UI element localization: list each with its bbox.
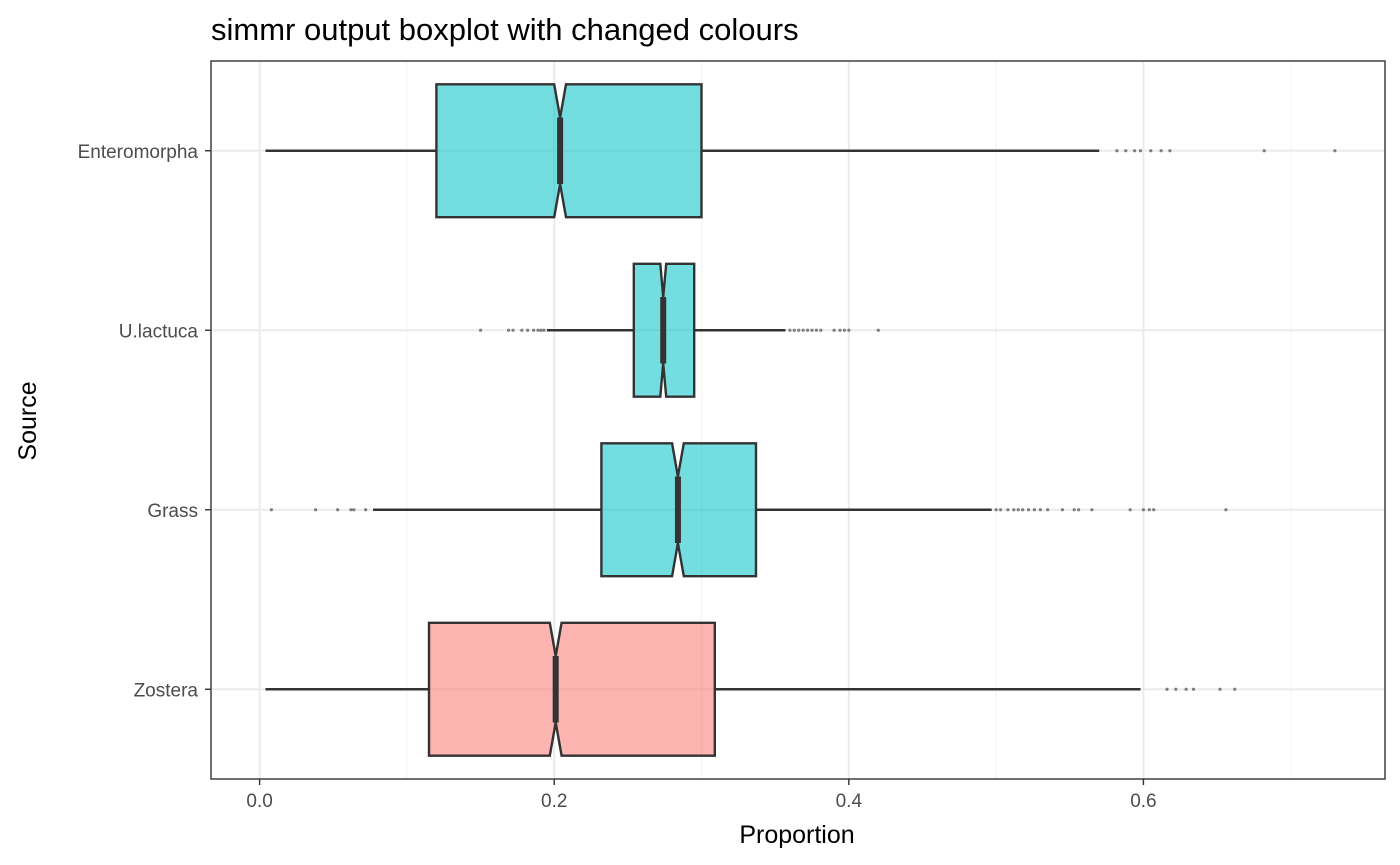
outlier-point (797, 328, 801, 332)
outlier-point (1191, 687, 1196, 691)
outlier-point (1168, 149, 1172, 153)
outlier-point (1132, 149, 1137, 153)
panel-background (211, 61, 1385, 779)
outlier-point (1333, 149, 1337, 153)
outlier-point (1032, 508, 1037, 512)
outlier-point (506, 328, 511, 332)
outlier-point (313, 508, 318, 512)
outlier-point (1128, 508, 1132, 512)
outlier-point (269, 508, 273, 512)
outlier-point (1060, 508, 1065, 512)
y-tick-label: Grass (147, 501, 198, 522)
outlier-point (842, 328, 847, 332)
outlier-point (847, 328, 851, 332)
outlier-point (1174, 687, 1178, 691)
outlier-point (1165, 687, 1169, 691)
outlier-point (805, 328, 810, 332)
outlier-point (788, 328, 792, 332)
outlier-point (814, 328, 819, 332)
chart-title: simmr output boxplot with changed colour… (211, 12, 799, 47)
outlier-point (801, 328, 805, 332)
outlier-point (1016, 508, 1020, 512)
outlier-point (792, 328, 796, 332)
outlier-point (1218, 687, 1222, 691)
outlier-point (810, 328, 814, 332)
outlier-point (352, 508, 356, 512)
outlier-point (1090, 508, 1094, 512)
outlier-point (542, 328, 546, 332)
outlier-point (539, 328, 543, 332)
outlier-point (998, 508, 1003, 512)
outlier-point (364, 508, 368, 512)
outlier-point (819, 328, 823, 332)
outlier-point (536, 328, 540, 332)
outlier-point (531, 328, 536, 332)
outlier-point (1152, 508, 1156, 512)
outlier-point (1141, 508, 1146, 512)
x-tick-label: 0.4 (836, 791, 863, 812)
outlier-point (1038, 508, 1042, 512)
box-zostera (427, 621, 716, 757)
outlier-point (1012, 508, 1016, 512)
outlier-point (1138, 149, 1143, 153)
x-axis-title: Proportion (739, 821, 854, 849)
y-axis-title: Source (14, 381, 42, 460)
y-tick-label: U.lactuca (119, 321, 199, 342)
outlier-point (1077, 508, 1081, 512)
outlier-point (1072, 508, 1076, 512)
x-tick-label: 0.0 (246, 791, 272, 812)
outlier-point (1224, 508, 1228, 512)
outlier-point (1233, 687, 1237, 691)
outlier-point (1262, 149, 1266, 153)
outlier-point (1149, 149, 1153, 153)
outlier-point (832, 328, 836, 332)
y-tick-label: Zostera (134, 680, 199, 701)
outlier-point (526, 328, 530, 332)
outlier-point (349, 508, 353, 512)
outlier-point (1184, 687, 1188, 691)
outlier-point (336, 508, 340, 512)
outlier-point (994, 508, 998, 512)
outlier-point (1124, 149, 1128, 153)
outlier-point (1159, 149, 1163, 153)
outlier-point (1147, 508, 1151, 512)
outlier-point (511, 328, 515, 332)
outlier-point (1021, 508, 1025, 512)
y-tick-label: Enteromorpha (78, 142, 199, 163)
x-tick-label: 0.6 (1130, 791, 1156, 812)
outlier-point (1046, 508, 1050, 512)
panel-border (210, 60, 1386, 780)
outlier-point (1006, 508, 1010, 512)
outlier-point (478, 328, 483, 332)
plot-area: Enteromorpha U.lactuca Grass Zostera 0.0 0.2 0… (78, 60, 1386, 812)
outlier-point (876, 328, 880, 332)
outlier-point (838, 328, 842, 332)
box-enteromorpha (435, 83, 703, 219)
outlier-point (1115, 149, 1119, 153)
outlier-point (520, 328, 524, 332)
x-tick-label: 0.2 (541, 791, 567, 812)
outlier-point (1026, 508, 1031, 512)
